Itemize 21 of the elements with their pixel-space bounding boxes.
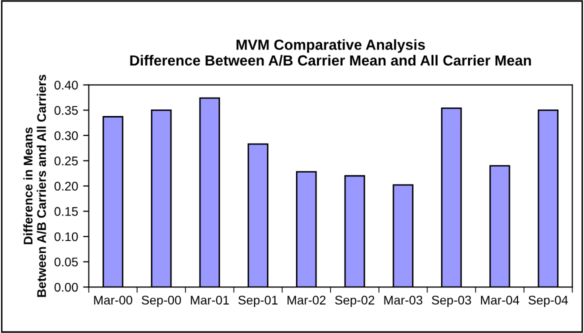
y-tick-label: 0.30 [54, 131, 78, 140]
x-tick-label: Sep-02 [335, 296, 374, 308]
chart-title: MVM Comparative Analysis Difference Between A/B Carrier Mean and All Carrier Mean [130, 39, 531, 66]
x-tick-label: Mar-01 [190, 296, 229, 305]
y-tick-label: 0.10 [54, 232, 78, 242]
x-tick-label: Sep-00 [142, 296, 181, 308]
y-tick-label: 0.25 [54, 156, 78, 166]
x-tick-label: Mar-00 [94, 296, 132, 305]
y-tick-label: 0.35 [54, 106, 78, 115]
y-tick-label: 0.05 [54, 258, 78, 266]
y-tick-label: 0.00 [54, 282, 78, 292]
x-tick-label: Sep-03 [432, 296, 472, 308]
x-tick-label: Mar-02 [288, 296, 326, 305]
y-tick-label: 0.15 [54, 207, 78, 216]
y-axis-title: Difference in Means Between A/B Carriers and All Carriers [23, 74, 46, 297]
x-tick-label: Mar-03 [384, 296, 422, 305]
y-tick-label: 0.20 [54, 182, 78, 191]
x-tick-label: Sep-04 [528, 296, 568, 308]
x-tick-label: Mar-04 [481, 296, 520, 305]
y-tick-label: 0.40 [54, 80, 78, 90]
x-tick-label: Sep-01 [238, 296, 278, 308]
